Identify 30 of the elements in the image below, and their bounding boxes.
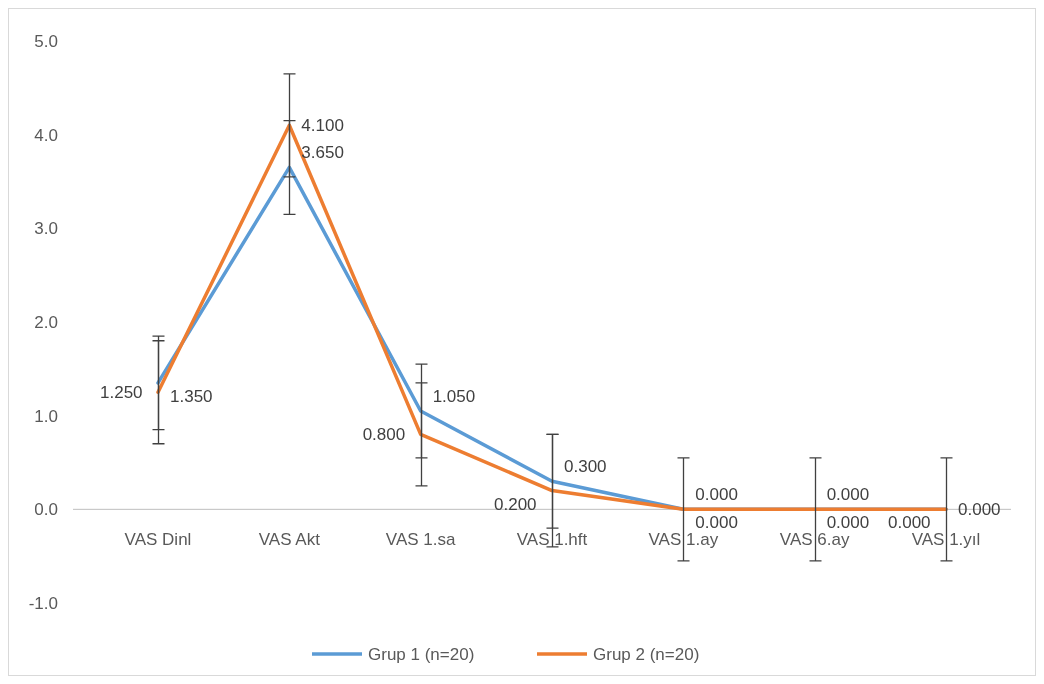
data-label: 0.300 xyxy=(564,457,607,477)
y-tick-label: 4.0 xyxy=(34,125,58,145)
legend-label: Grup 2 (n=20) xyxy=(593,644,700,664)
x-tick-label: VAS 1.hft xyxy=(516,530,588,550)
x-tick-label: VAS Dinl xyxy=(124,530,192,550)
x-tick-label: VAS Akt xyxy=(258,530,321,550)
y-tick-label: 0.0 xyxy=(34,500,58,520)
data-label: 0.000 xyxy=(826,485,870,505)
data-label: 4.100 xyxy=(301,116,344,136)
data-label: 1.050 xyxy=(432,386,476,406)
x-tick-label: VAS 1.ay xyxy=(648,530,719,550)
y-tick-label: 1.0 xyxy=(34,406,58,426)
data-label: 0.000 xyxy=(888,513,931,533)
data-label: 0.000 xyxy=(958,500,1001,520)
data-label: 3.650 xyxy=(301,143,344,163)
data-label: 0.200 xyxy=(494,494,537,514)
data-label: 1.250 xyxy=(100,383,143,403)
y-tick-label: -1.0 xyxy=(28,593,58,613)
y-tick-label: 5.0 xyxy=(34,31,58,51)
y-tick-label: 3.0 xyxy=(34,219,58,239)
legend-label: Grup 1 (n=20) xyxy=(368,644,475,664)
x-tick-label: VAS 6.ay xyxy=(779,530,850,550)
data-label: 0.000 xyxy=(826,513,870,533)
x-tick-label: VAS 1.yıl xyxy=(911,530,981,550)
data-label: 0.800 xyxy=(362,425,406,445)
y-tick-label: 2.0 xyxy=(34,312,58,332)
data-label: 0.000 xyxy=(695,485,738,505)
x-tick-label: VAS 1.sa xyxy=(385,530,457,550)
data-label: 0.000 xyxy=(695,513,738,533)
data-label: 1.350 xyxy=(170,386,213,406)
